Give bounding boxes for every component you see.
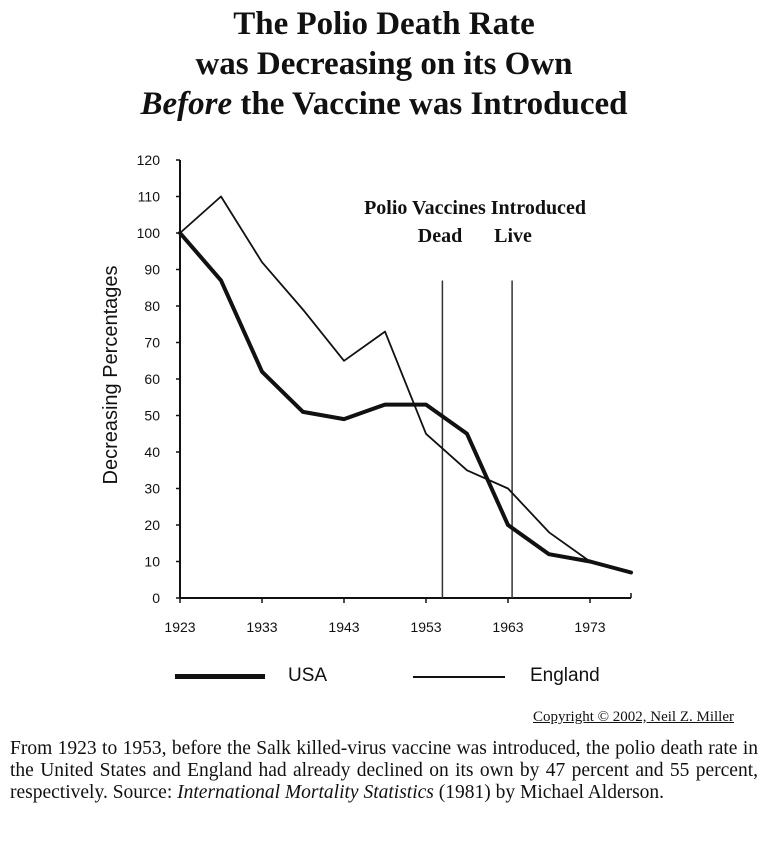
legend-label-england: England: [530, 665, 600, 686]
annotation-live: Live: [494, 225, 532, 247]
polio-death-rate-chart: 0 10 20 30 40 50 60 70 80 90 100 110 120 1923 1933 1943…: [100, 152, 633, 635]
copyright-notice: Copyright © 2002, Neil Z. Miller: [533, 709, 734, 725]
chart-title: The Polio Death Rate was Decreasing on i…: [0, 4, 768, 124]
y-tick-label: 110: [138, 189, 161, 205]
y-tick-label: 20: [144, 517, 160, 533]
y-tick-label: 60: [144, 371, 160, 387]
y-tick-label: 120: [137, 152, 161, 168]
y-tick-label: 40: [144, 444, 160, 460]
x-tick-label: 1953: [410, 619, 441, 635]
annotation-dead: Dead: [418, 225, 462, 247]
series-line-england: [179, 195, 632, 574]
y-tick-label: 70: [144, 335, 160, 351]
x-tick-label: 1963: [492, 619, 523, 635]
x-tick-label: 1943: [328, 619, 359, 635]
legend-label-usa: USA: [288, 665, 328, 686]
y-tick-label: 50: [144, 408, 160, 424]
title-line-1: The Polio Death Rate: [233, 6, 535, 42]
caption-source-title: International Mortality Statistics: [177, 782, 434, 803]
vaccine-lines: [441, 280, 513, 598]
series-lines: [178, 195, 633, 575]
y-tick-label: 30: [144, 481, 160, 497]
x-tick-label: 1973: [574, 619, 605, 635]
annotation-heading: Polio Vaccines Introduced: [364, 197, 586, 219]
y-tick-label: 10: [144, 554, 160, 570]
series-line-usa: [178, 231, 633, 575]
y-axis-label: Decreasing Percentages: [100, 265, 122, 484]
title-line-3: Before the Vaccine was Introduced: [0, 84, 768, 124]
title-line-2: was Decreasing on its Own: [195, 46, 573, 82]
x-tick-label: 1933: [246, 619, 277, 635]
title-line-3-rest: the Vaccine was Introduced: [232, 86, 628, 122]
legend-swatch-england: [413, 676, 505, 678]
caption-text: From 1923 to 1953, before the Salk kille…: [10, 738, 758, 803]
x-tick-label: 1923: [164, 619, 195, 635]
y-tick-label: 0: [152, 590, 160, 606]
axes: 0 10 20 30 40 50 60 70 80 90 100 110 120 1923 1933 1943…: [137, 152, 632, 635]
caption: From 1923 to 1953, before the Salk kille…: [10, 738, 758, 804]
caption-source-rest: (1981) by Michael Alderson.: [433, 782, 665, 803]
y-tick-label: 100: [137, 225, 161, 241]
y-tick-label: 90: [144, 262, 160, 278]
legend-swatch-usa: [175, 674, 265, 679]
legend: USA England: [0, 662, 768, 692]
title-emphasis: Before: [140, 86, 233, 122]
y-tick-label: 80: [144, 298, 160, 314]
